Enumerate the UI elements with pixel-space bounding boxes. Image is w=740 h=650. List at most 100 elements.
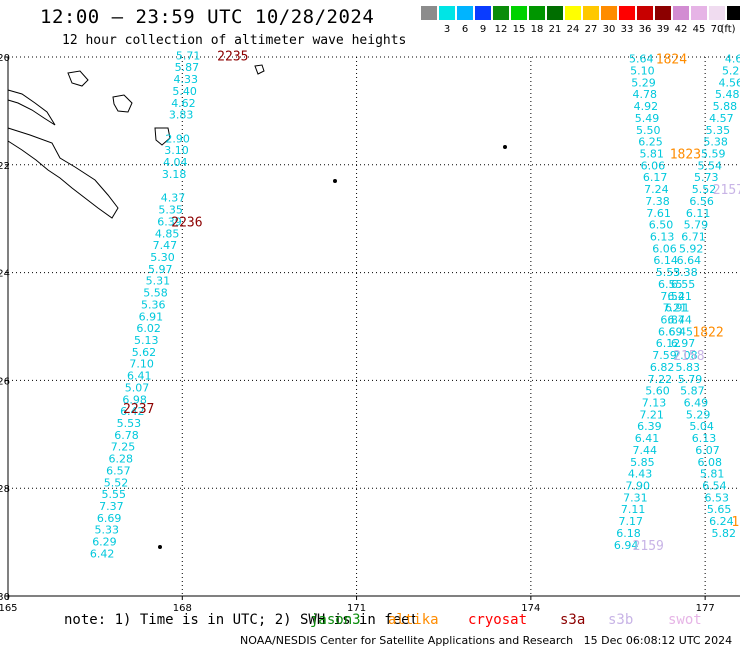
wave-height-value: 4.33 <box>174 73 199 86</box>
wave-height-value: 6.78 <box>114 429 139 442</box>
wave-height-value: 6.18 <box>616 527 641 540</box>
wave-height-value: 4.85 <box>155 227 180 240</box>
wave-height-value: 5.53 <box>117 417 142 430</box>
wave-height-value: 6.39 <box>637 420 662 433</box>
colorbar-label: 3 <box>443 24 451 35</box>
colorbar-swatch <box>583 6 599 20</box>
wave-height-value: 6.82 <box>650 361 675 374</box>
longitude-tick-label: 174 <box>521 603 540 614</box>
wave-height-value: 5.30 <box>150 251 175 264</box>
colorbar-label: 45 <box>692 24 706 35</box>
wave-height-value: 5.81 <box>639 147 664 160</box>
wave-height-value: 6.84 <box>660 313 685 326</box>
wave-height-value: 4.56 <box>718 76 740 89</box>
colorbar-swatch <box>421 6 437 20</box>
pass-time-label: 2158 <box>673 349 704 364</box>
wave-height-value: 6.97 <box>671 337 696 350</box>
coastline <box>7 64 507 549</box>
latitude-tick-label: -28 <box>0 484 10 495</box>
wave-height-value: 5.10 <box>630 64 655 77</box>
wave-height-value: 7.22 <box>648 373 673 386</box>
wave-height-value: 5.29 <box>686 408 711 421</box>
wave-height-value: 6.91 <box>139 310 164 323</box>
wave-height-value: 6.50 <box>649 219 674 232</box>
wave-height-value: 5.97 <box>148 263 173 276</box>
wave-height-value: 5.64 <box>629 53 654 66</box>
wave-height-value: 6.69 <box>658 325 683 338</box>
wave-height-value: 7.24 <box>644 183 669 196</box>
colorbar-swatch <box>619 6 635 20</box>
wave-height-value: 6.02 <box>136 322 161 335</box>
wave-height-value: 4.43 <box>628 468 653 481</box>
wave-height-value: 6.53 <box>705 491 730 504</box>
pass-time-label: 1823 <box>670 147 701 162</box>
colorbar-swatch <box>511 6 527 20</box>
latitude-tick-label: -22 <box>0 161 10 172</box>
colorbar-swatch <box>727 6 740 20</box>
pass-time-label: 2235 <box>217 49 248 64</box>
wave-height-value: 7.21 <box>639 408 664 421</box>
colorbar-label: 36 <box>638 24 652 35</box>
wave-height-value: 6.49 <box>684 396 709 409</box>
wave-height-value: 5.62 <box>132 346 157 359</box>
wave-height-value: 5.73 <box>694 171 719 184</box>
wave-height-value: 5.71 <box>176 49 201 62</box>
colorbar-label: 6 <box>461 24 469 35</box>
wave-height-value: 5.31 <box>146 275 171 288</box>
track-east-b: 4.635.224.565.485.884.575.355.385.595.54… <box>665 53 740 540</box>
colorbar-swatch <box>439 6 455 20</box>
colorbar-label: 24 <box>566 24 580 35</box>
wave-height-value: 5.87 <box>680 385 705 398</box>
wave-height-value: 7.90 <box>626 480 651 493</box>
wave-height-value: 4.78 <box>632 88 657 101</box>
wave-height-value: 6.69 <box>97 512 122 525</box>
colorbar-swatch <box>457 6 473 20</box>
wave-height-value: 2.90 <box>165 132 190 145</box>
wave-height-value: 5.60 <box>645 385 670 398</box>
wave-height-value: 6.17 <box>643 171 668 184</box>
colorbar-label: 15 <box>512 24 526 35</box>
colorbar-label: 12 <box>494 24 508 35</box>
wave-height-value: 7.13 <box>642 396 667 409</box>
wave-height-value: 6.55 <box>671 278 696 291</box>
wave-height-value: 6.74 <box>667 313 692 326</box>
legend-note: note: 1) Time is in UTC; 2) SWH is in fe… <box>64 612 419 628</box>
colorbar-label: 70 <box>710 24 724 35</box>
wave-height-value: 6.45 <box>668 325 693 338</box>
wave-height-value: 5.53 <box>656 266 681 279</box>
wave-height-value: 5.38 <box>673 266 698 279</box>
pass-time-label: 2159 <box>633 539 664 554</box>
map-subtitle: 12 hour collection of altimeter wave hei… <box>62 33 407 48</box>
wave-height-value: 5.52 <box>104 476 129 489</box>
wave-height-value: 5.04 <box>689 420 714 433</box>
wave-height-value: 5.81 <box>700 468 725 481</box>
wave-height-value: 5.59 <box>701 147 726 160</box>
latitude-tick-label: -20 <box>0 53 10 64</box>
wave-height-value: 5.52 <box>692 183 717 196</box>
wave-height-value: 6.91 <box>665 302 690 315</box>
latitude-tick-label: -24 <box>0 269 10 280</box>
wave-height-value: 5.82 <box>711 527 736 540</box>
satellite-legend: note: 1) Time is in UTC; 2) SWH is in fe… <box>0 612 740 630</box>
islet-2 <box>503 145 507 149</box>
colorbar-swatch <box>655 6 671 20</box>
pass-time-label: 1822 <box>692 325 723 340</box>
ouvea-coast <box>154 127 171 146</box>
colorbar-swatch <box>493 6 509 20</box>
legend-satellite-s3a: s3a <box>560 612 586 628</box>
wave-height-value: 6.41 <box>635 432 660 445</box>
loyalty-island-coast <box>112 94 133 113</box>
latitude-tick-label: -26 <box>0 376 10 387</box>
wave-height-value: 6.07 <box>695 444 720 457</box>
wave-height-value: 6.24 <box>709 515 734 528</box>
wave-height-value: 5.87 <box>175 61 200 74</box>
pass-time-label: 2237 <box>123 402 154 417</box>
wave-height-value: 6.06 <box>641 159 666 172</box>
longitude-tick-label: 168 <box>173 603 192 614</box>
wave-height-value: 6.28 <box>108 453 133 466</box>
wave-height-value: 7.38 <box>645 195 670 208</box>
colorbar-label: 27 <box>584 24 598 35</box>
wave-height-value: 5.54 <box>698 159 723 172</box>
wave-height-value: 6.54 <box>702 480 727 493</box>
